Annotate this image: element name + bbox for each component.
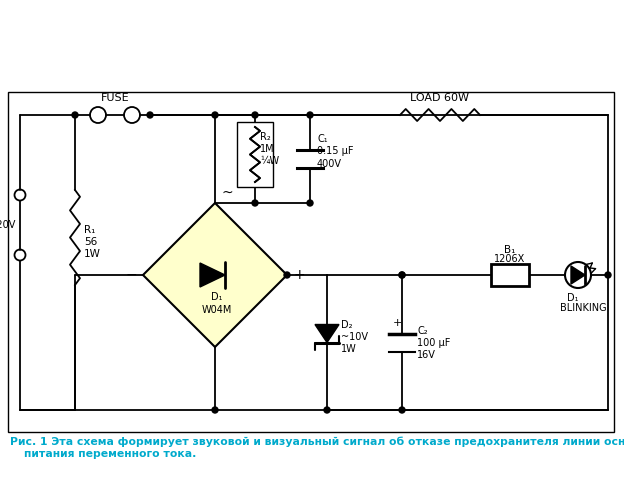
Text: 100 μF: 100 μF <box>417 338 451 347</box>
Circle shape <box>252 200 258 206</box>
Text: 1W: 1W <box>84 249 101 259</box>
Text: −: − <box>125 268 137 282</box>
Text: ~220V: ~220V <box>0 220 15 230</box>
Bar <box>491 264 529 286</box>
Text: Рис. 1 Эта схема формирует звуковой и визуальный сигнал об отказе предохранителя: Рис. 1 Эта схема формирует звуковой и ви… <box>10 437 624 447</box>
Text: BLINKING: BLINKING <box>560 303 607 313</box>
Text: ¼W: ¼W <box>260 156 279 166</box>
Bar <box>237 122 273 187</box>
Text: LOAD 60W: LOAD 60W <box>411 93 469 103</box>
Circle shape <box>399 272 405 278</box>
Text: B₁: B₁ <box>504 245 515 255</box>
Text: W04M: W04M <box>202 305 232 315</box>
Text: 56: 56 <box>84 237 97 247</box>
Circle shape <box>324 407 330 413</box>
Text: ~10V: ~10V <box>341 332 368 342</box>
Text: +: + <box>392 318 402 328</box>
Text: R₁: R₁ <box>84 225 95 235</box>
Circle shape <box>252 112 258 118</box>
Polygon shape <box>143 203 287 347</box>
Text: 0.15 μF: 0.15 μF <box>317 146 354 156</box>
Text: C₂: C₂ <box>417 326 427 336</box>
Polygon shape <box>571 266 585 284</box>
Text: 400V: 400V <box>317 159 342 169</box>
Circle shape <box>605 272 611 278</box>
Text: 16V: 16V <box>417 350 436 360</box>
Text: FUSE: FUSE <box>100 93 129 103</box>
Circle shape <box>72 112 78 118</box>
Circle shape <box>307 112 313 118</box>
Text: 1M: 1M <box>260 144 275 154</box>
Text: R₂: R₂ <box>260 132 271 142</box>
Text: +: + <box>293 268 305 282</box>
Text: D₁: D₁ <box>212 292 223 302</box>
Circle shape <box>212 407 218 413</box>
Polygon shape <box>200 263 225 287</box>
Circle shape <box>399 272 405 278</box>
Text: 1W: 1W <box>341 344 357 353</box>
Text: ~: ~ <box>221 186 233 200</box>
Polygon shape <box>315 324 339 342</box>
Circle shape <box>147 112 153 118</box>
Bar <box>8 92 614 432</box>
Text: C₁: C₁ <box>317 134 328 144</box>
Circle shape <box>307 200 313 206</box>
Circle shape <box>399 407 405 413</box>
Text: D₁: D₁ <box>567 293 578 303</box>
Text: 1206X: 1206X <box>494 254 525 264</box>
Circle shape <box>212 112 218 118</box>
Text: питания переменного тока.: питания переменного тока. <box>24 449 197 459</box>
Text: D₂: D₂ <box>341 320 353 330</box>
Circle shape <box>284 272 290 278</box>
